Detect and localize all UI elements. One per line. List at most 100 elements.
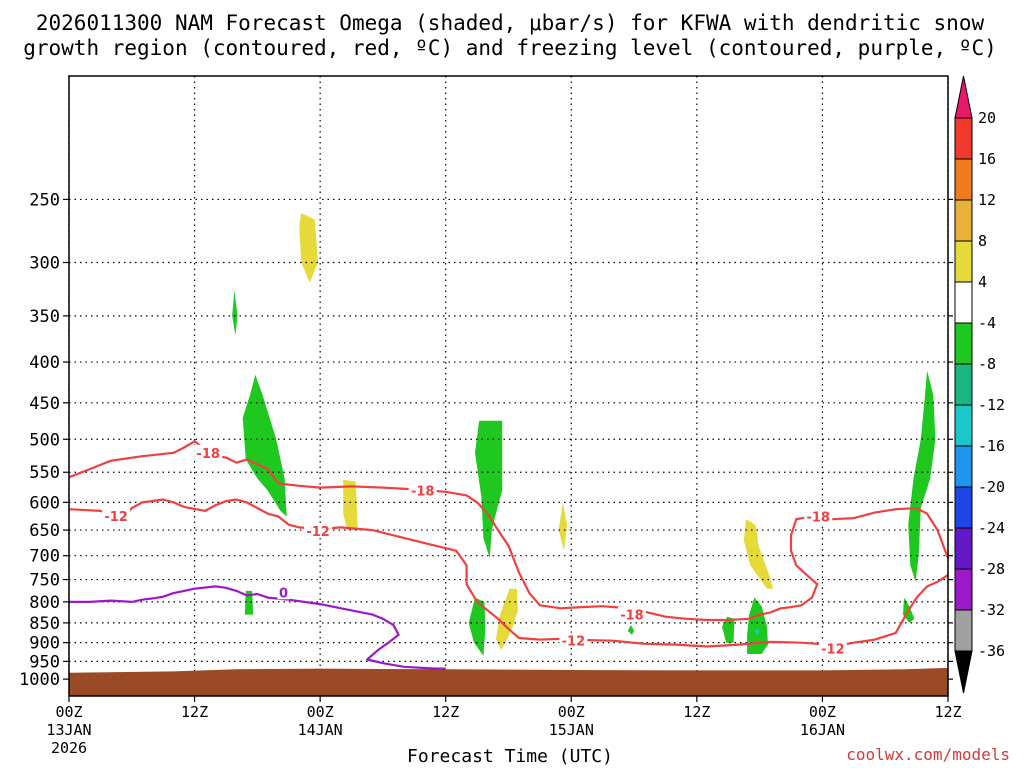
y-tick-label-800: 800 — [29, 593, 60, 613]
x-tick-label-h12-0: 12Z — [181, 703, 208, 721]
x-tick-label-h24-1: 14JAN — [298, 721, 343, 739]
colorbar-bottom-arrow — [954, 650, 973, 694]
omega-region-6 — [468, 597, 486, 656]
contour-label-bg-7 — [804, 508, 833, 524]
omega-shading-layer — [232, 213, 936, 656]
colorbar-label-5: -4 — [978, 314, 996, 332]
contour-label-1: -12 — [104, 510, 128, 525]
omega-region-7 — [495, 588, 518, 651]
omega-region-3 — [343, 479, 358, 531]
contour-label-7: -18 — [806, 510, 830, 525]
omega-region-11 — [747, 597, 768, 654]
colorbar-label-9: -20 — [978, 478, 1005, 496]
omega-region-13 — [743, 519, 774, 589]
y-tick-label-1000: 1000 — [19, 670, 60, 690]
x-tick-label-h24-0: 00Z — [307, 703, 334, 721]
y-tick-label-650: 650 — [29, 521, 60, 541]
colorbar-label-8: -16 — [978, 437, 1005, 455]
y-tick-label-400: 400 — [29, 353, 60, 373]
contour-label-5: -18 — [620, 609, 644, 624]
y-tick-label-250: 250 — [29, 190, 60, 210]
contour-label-3: -18 — [411, 485, 435, 500]
y-tick-label-300: 300 — [29, 254, 60, 274]
omega-region-2 — [242, 374, 287, 517]
colorbar-box-1 — [954, 158, 973, 201]
contour-label-8: -12 — [821, 642, 845, 657]
y-axis: 2503003504004505005506006507007508008509… — [19, 190, 953, 690]
contour-label-4: 0 — [279, 586, 288, 601]
contour-label-bg-5 — [617, 606, 646, 622]
plot-border — [68, 75, 949, 697]
omega-region-10 — [722, 616, 735, 643]
colorbar-label-3: 8 — [978, 232, 987, 250]
contour-label-6: -12 — [562, 635, 586, 650]
colorbar-label-11: -28 — [978, 560, 1005, 578]
contour-label-bg-3 — [408, 482, 437, 498]
x-tick-label-h72-1: 16JAN — [800, 721, 845, 739]
contour-label-0: -18 — [196, 447, 220, 462]
chart-title: 2026011300 NAM Forecast Omega (shaded, μ… — [23, 11, 997, 60]
contour-line-0 — [68, 440, 950, 622]
contour-label-2: -12 — [306, 525, 330, 540]
contour-label-bg-2 — [304, 523, 333, 539]
x-tick-label-h48-1: 15JAN — [549, 721, 594, 739]
x-tick-label-h72-0: 00Z — [809, 703, 836, 721]
contour-layer: -18 -12 -12 -18 0 -18 -12 -18 -12 — [68, 440, 950, 670]
x-tick-label-h36-0: 12Z — [432, 703, 459, 721]
contour-line-2 — [69, 585, 446, 670]
plot-frame — [68, 75, 949, 697]
omega-region-9 — [627, 624, 635, 635]
y-tick-label-350: 350 — [29, 307, 60, 327]
colorbar-box-0 — [954, 117, 973, 160]
y-tick-label-700: 700 — [29, 547, 60, 567]
omega-region-5 — [244, 590, 254, 615]
x-axis-label: Forecast Time (UTC) — [407, 746, 613, 767]
colorbar-box-12 — [954, 609, 973, 652]
colorbar-label-1: 16 — [978, 150, 996, 168]
x-tick-label-h84-0: 12Z — [934, 703, 961, 721]
chart-title-line-1: 2026011300 NAM Forecast Omega (shaded, μ… — [36, 11, 985, 35]
colorbar-box-6 — [954, 363, 973, 406]
y-tick-label-550: 550 — [29, 463, 60, 483]
colorbar-top-arrow — [954, 75, 973, 119]
chart-title-line-2: growth region (contoured, red, ºC) and f… — [23, 36, 997, 60]
x-tick-label-h60-0: 12Z — [683, 703, 710, 721]
contour-label-bg-6 — [559, 632, 588, 648]
colorbar-box-11 — [954, 568, 973, 611]
omega-region-14 — [908, 370, 936, 582]
omega-region-4 — [475, 420, 503, 559]
contour-label-bg-4 — [277, 584, 290, 600]
colorbar-label-2: 12 — [978, 191, 996, 209]
colorbar-box-8 — [954, 445, 973, 488]
x-tick-label-h0-0: 00Z — [55, 703, 82, 721]
x-tick-label-h48-0: 00Z — [558, 703, 585, 721]
colorbar-label-4: 4 — [978, 273, 987, 291]
x-tick-label-h0-1: 13JAN — [46, 721, 91, 739]
colorbar-label-6: -8 — [978, 355, 996, 373]
colorbar-label-13: -36 — [978, 642, 1005, 660]
contour-label-bg-8 — [818, 640, 847, 656]
contour-label-bg-1 — [102, 507, 131, 523]
colorbar-box-5 — [954, 322, 973, 365]
contour-label-bg-0 — [194, 444, 223, 460]
omega-region-1 — [232, 290, 238, 336]
colorbar-label-12: -32 — [978, 601, 1005, 619]
credit-text: coolwx.com/models — [846, 745, 1010, 764]
y-tick-label-450: 450 — [29, 394, 60, 414]
omega-region-0 — [299, 213, 318, 283]
colorbar-label-10: -24 — [978, 519, 1005, 537]
y-tick-label-850: 850 — [29, 614, 60, 634]
y-tick-label-500: 500 — [29, 430, 60, 450]
colorbar-box-9 — [954, 486, 973, 529]
colorbar-box-10 — [954, 527, 973, 570]
colorbar: 20 16 12 8 4 -4 -8 -12 -16 -20 -24 -28 -32 -36 — [954, 75, 1005, 694]
terrain — [69, 667, 948, 696]
y-tick-label-900: 900 — [29, 634, 60, 654]
colorbar-box-3 — [954, 240, 973, 283]
x-tick-label-h0-2: 2026 — [51, 739, 87, 757]
y-tick-label-600: 600 — [29, 493, 60, 513]
colorbar-box-7 — [954, 404, 973, 447]
colorbar-box-2 — [954, 199, 973, 242]
